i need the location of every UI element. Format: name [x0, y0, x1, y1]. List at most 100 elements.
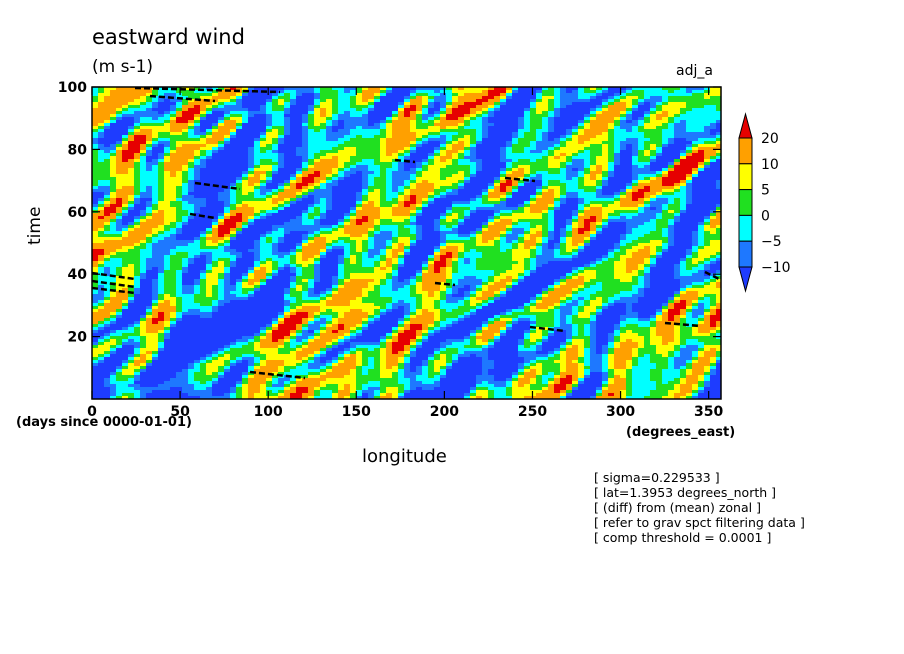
field-cell	[152, 96, 159, 100]
field-cell	[626, 99, 633, 103]
field-cell	[512, 189, 519, 193]
field-cell	[218, 171, 225, 175]
field-cell	[608, 225, 615, 229]
field-cell	[632, 159, 639, 163]
field-cell	[278, 156, 285, 160]
field-cell	[272, 132, 279, 136]
field-cell	[626, 213, 633, 217]
field-cell	[428, 174, 435, 178]
field-cell	[128, 129, 135, 133]
field-cell	[644, 144, 651, 148]
field-cell	[644, 123, 651, 127]
field-cell	[104, 96, 111, 100]
field-cell	[248, 207, 255, 211]
field-cell	[542, 156, 549, 160]
field-cell	[224, 180, 231, 184]
field-cell	[392, 87, 399, 91]
field-cell	[308, 162, 315, 166]
field-cell	[320, 165, 327, 169]
field-cell	[656, 120, 663, 124]
field-cell	[452, 171, 459, 175]
field-cell	[434, 90, 441, 94]
field-cell	[314, 147, 321, 151]
field-cell	[266, 120, 273, 124]
field-cell	[260, 216, 267, 220]
field-cell	[422, 228, 429, 232]
field-cell	[470, 138, 477, 142]
field-cell	[260, 228, 267, 232]
field-cell	[440, 123, 447, 127]
field-cell	[584, 159, 591, 163]
field-cell	[242, 225, 249, 229]
field-cell	[206, 96, 213, 100]
field-cell	[548, 210, 555, 214]
field-cell	[260, 150, 267, 154]
field-cell	[476, 216, 483, 220]
field-cell	[146, 228, 153, 232]
field-cell	[644, 189, 651, 193]
field-cell	[686, 90, 693, 94]
field-cell	[104, 183, 111, 187]
field-cell	[602, 171, 609, 175]
field-cell	[212, 204, 219, 208]
field-cell	[530, 99, 537, 103]
field-cell	[320, 156, 327, 160]
field-cell	[452, 207, 459, 211]
field-cell	[590, 225, 597, 229]
field-cell	[542, 213, 549, 217]
field-cell	[644, 102, 651, 106]
field-cell	[374, 123, 381, 127]
field-cell	[140, 195, 147, 199]
field-cell	[170, 138, 177, 142]
field-cell	[704, 87, 711, 91]
field-cell	[164, 132, 171, 136]
field-cell	[320, 135, 327, 139]
field-cell	[158, 114, 165, 118]
field-cell	[146, 210, 153, 214]
field-cell	[242, 183, 249, 187]
field-cell	[380, 204, 387, 208]
field-cell	[350, 165, 357, 169]
field-cell	[446, 153, 453, 157]
field-cell	[200, 156, 207, 160]
field-cell	[428, 102, 435, 106]
field-cell	[296, 117, 303, 121]
field-cell	[224, 228, 231, 232]
field-cell	[608, 120, 615, 124]
field-cell	[284, 213, 291, 217]
field-cell	[434, 228, 441, 232]
field-cell	[458, 99, 465, 103]
field-cell	[146, 123, 153, 127]
field-cell	[578, 174, 585, 178]
field-cell	[326, 111, 333, 115]
field-cell	[596, 102, 603, 106]
field-cell	[674, 183, 681, 187]
field-cell	[584, 99, 591, 103]
field-cell	[314, 183, 321, 187]
field-cell	[308, 222, 315, 226]
field-cell	[332, 120, 339, 124]
field-cell	[680, 192, 687, 196]
field-cell	[218, 99, 225, 103]
field-cell	[710, 213, 717, 217]
field-cell	[638, 129, 645, 133]
field-cell	[464, 87, 471, 91]
field-cell	[188, 150, 195, 154]
field-cell	[434, 108, 441, 112]
field-cell	[650, 183, 657, 187]
field-cell	[656, 177, 663, 181]
field-cell	[362, 129, 369, 133]
field-cell	[704, 165, 711, 169]
field-cell	[380, 165, 387, 169]
field-cell	[452, 141, 459, 145]
field-cell	[704, 135, 711, 139]
field-cell	[134, 99, 141, 103]
field-cell	[578, 138, 585, 142]
field-cell	[656, 165, 663, 169]
field-cell	[356, 102, 363, 106]
field-cell	[218, 180, 225, 184]
field-cell	[536, 126, 543, 130]
field-cell	[272, 114, 279, 118]
field-cell	[152, 198, 159, 202]
field-cell	[422, 222, 429, 226]
